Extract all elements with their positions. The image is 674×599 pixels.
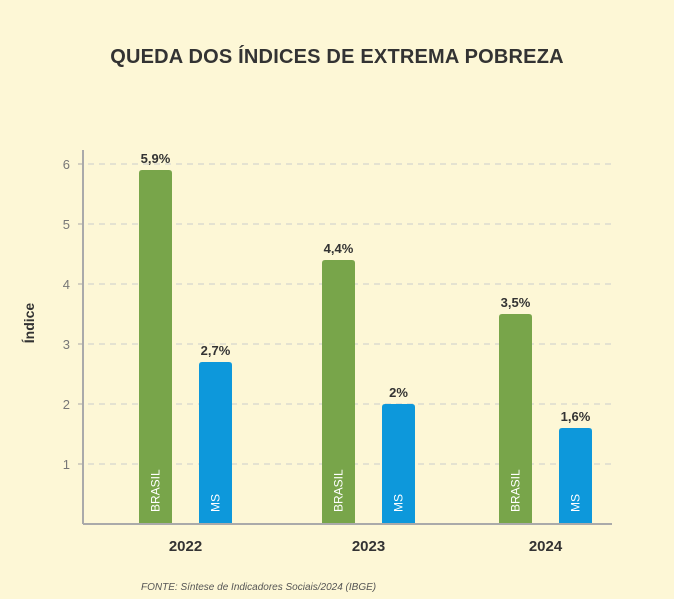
series-label-in-bar: MS xyxy=(569,494,583,512)
series-label-in-bar: MS xyxy=(209,494,223,512)
y-tick-label: 6 xyxy=(63,157,70,172)
y-tick-label: 4 xyxy=(63,277,70,292)
y-axis-label: Índice xyxy=(21,303,37,344)
x-category-label: 2022 xyxy=(169,538,202,555)
data-label: 2% xyxy=(389,385,408,400)
bar-brasil-2023 xyxy=(322,260,355,524)
y-tick-label: 2 xyxy=(63,397,70,412)
source-note: FONTE: Síntese de Indicadores Sociais/20… xyxy=(141,582,377,593)
y-tick-label: 1 xyxy=(63,457,70,472)
data-label: 4,4% xyxy=(324,241,354,256)
x-category-label: 2023 xyxy=(352,538,385,555)
data-label: 2,7% xyxy=(201,343,231,358)
bar-ms-2023 xyxy=(382,404,415,524)
series-label-in-bar: BRASIL xyxy=(149,469,163,512)
bar-ms-2024 xyxy=(559,428,592,524)
bar-brasil-2024 xyxy=(499,314,532,524)
series-label-in-bar: BRASIL xyxy=(509,469,523,512)
x-category-label: 2024 xyxy=(529,538,563,555)
y-tick-label: 5 xyxy=(63,217,70,232)
data-label: 5,9% xyxy=(141,151,171,166)
chart-title: QUEDA DOS ÍNDICES DE EXTREMA POBREZA xyxy=(110,46,564,68)
bar-brasil-2022 xyxy=(139,170,172,524)
data-label: 1,6% xyxy=(561,409,591,424)
series-label-in-bar: MS xyxy=(392,494,406,512)
y-tick-label: 3 xyxy=(63,337,70,352)
bar-ms-2022 xyxy=(199,362,232,524)
data-label: 3,5% xyxy=(501,295,531,310)
series-label-in-bar: BRASIL xyxy=(332,469,346,512)
